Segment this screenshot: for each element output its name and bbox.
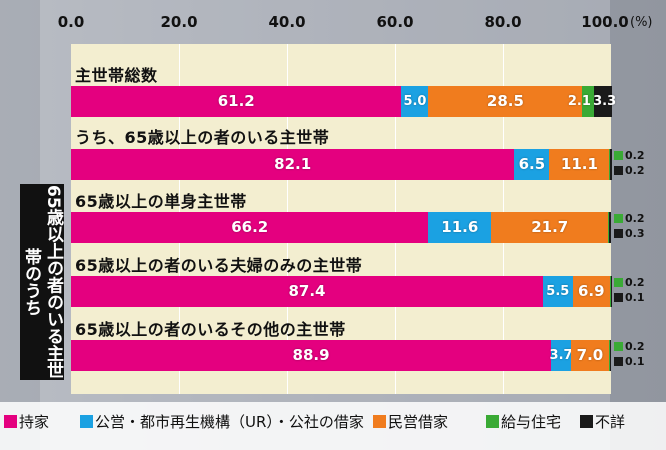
bar-segment: [428, 212, 492, 243]
bar-row: 66.2 11.6 21.7: [71, 212, 611, 243]
data-label: 66.2: [231, 218, 269, 236]
small-value-swatch: [614, 342, 623, 351]
legend-label: 不詳: [595, 413, 626, 431]
legend-swatch: [4, 415, 17, 428]
legend-swatch: [80, 415, 93, 428]
bar-segment: [71, 212, 429, 243]
category-label: うち、65歳以上の者のいる主世帯: [75, 128, 330, 147]
data-label: 28.5: [486, 92, 524, 110]
data-label: 82.1: [274, 155, 312, 173]
bar-segment: [571, 340, 609, 371]
data-label: 3.3: [593, 94, 617, 109]
small-value-label: 0.2: [625, 164, 645, 177]
data-label: 6.5: [518, 155, 546, 173]
small-value-swatch: [614, 293, 623, 302]
legend-item: 民営借家: [373, 411, 448, 432]
bar-segment: [551, 340, 572, 371]
category-label: 主世帯総数: [75, 66, 158, 85]
bar-segment: [608, 340, 610, 371]
bar-segment: [549, 149, 610, 180]
category-label: 65歳以上の単身主世帯: [75, 192, 247, 211]
bar-segment: [491, 212, 609, 243]
bar-row: 88.9 3.7 7.0: [71, 340, 611, 371]
legend-label: 給与住宅: [501, 413, 562, 431]
bar-segment: [608, 212, 610, 243]
data-label: 7.0: [576, 346, 604, 364]
data-label: 5.5: [546, 284, 570, 299]
x-tick-label: 60.0: [376, 13, 414, 31]
data-label: 3.7: [549, 348, 573, 363]
bar-segment: [609, 212, 611, 243]
small-value-label: 0.2: [625, 212, 645, 225]
legend-swatch: [373, 415, 386, 428]
x-tick-label: 100.0: [581, 13, 629, 31]
bar-segment: [514, 149, 550, 180]
bar-segment: [428, 86, 583, 117]
side-group-label: 65歳以上の者のいる主世帯のうち: [20, 184, 64, 380]
small-value-label: 0.1: [625, 355, 645, 368]
legend-swatch: [486, 415, 499, 428]
small-value-swatch: [614, 229, 623, 238]
data-label: 11.1: [560, 155, 598, 173]
legend-label: 民営借家: [388, 413, 449, 431]
legend-item: 公営・都市再生機構（UR）・公社の借家: [80, 411, 364, 432]
data-label: 2.1: [567, 94, 591, 109]
data-label: 87.4: [288, 282, 326, 300]
small-value-swatch: [614, 166, 623, 175]
legend-item: 不詳: [580, 411, 625, 432]
data-label: 61.2: [217, 92, 255, 110]
data-label: 11.6: [441, 218, 479, 236]
bar-segment: [542, 276, 573, 307]
x-tick-label: 20.0: [160, 13, 198, 31]
legend-swatch: [580, 415, 593, 428]
bar-row: 61.2 5.0 28.5 2.1 3.3: [71, 86, 616, 117]
bar-segment: [611, 276, 612, 307]
bar-segment: [610, 149, 612, 180]
bar-row: 87.4 5.5 6.9: [71, 276, 612, 307]
bar-segment: [401, 86, 429, 117]
legend-label: 公営・都市再生機構（UR）・公社の借家: [95, 413, 364, 431]
data-label: 6.9: [577, 282, 605, 300]
legend-item: 持家: [4, 411, 49, 432]
data-label: 21.7: [531, 218, 569, 236]
bar-segment: [71, 149, 515, 180]
x-axis-unit: (%): [630, 15, 653, 30]
bar-segment: [609, 149, 611, 180]
bar-segment: [593, 86, 612, 117]
bar-row: 82.1 6.5 11.1: [71, 149, 612, 180]
legend-label: 持家: [19, 413, 50, 431]
category-label: 65歳以上の者のいるその他の主世帯: [75, 320, 346, 339]
x-tick-label: 80.0: [484, 13, 522, 31]
small-value-label: 0.2: [625, 149, 645, 162]
bar-segment: [71, 86, 402, 117]
small-value-swatch: [614, 151, 623, 160]
x-tick-label: 40.0: [268, 13, 306, 31]
bar-segment: [71, 276, 543, 307]
category-label: 65歳以上の者のいる夫婦のみの主世帯: [75, 256, 363, 275]
legend-item: 給与住宅: [486, 411, 561, 432]
bar-segment: [572, 276, 610, 307]
small-value-swatch: [614, 357, 623, 366]
bar-segment: [582, 86, 594, 117]
x-tick-label: 0.0: [57, 13, 85, 31]
small-value-label: 0.2: [625, 340, 645, 353]
bar-segment: [609, 340, 611, 371]
small-value-swatch: [614, 278, 623, 287]
small-value-label: 0.3: [625, 227, 645, 240]
legend: [0, 402, 666, 450]
data-label: 5.0: [403, 94, 427, 109]
small-value-swatch: [614, 214, 623, 223]
bar-segment: [609, 276, 611, 307]
data-label: 88.9: [292, 346, 330, 364]
bar-segment: [71, 340, 552, 371]
small-value-label: 0.2: [625, 276, 645, 289]
small-value-label: 0.1: [625, 291, 645, 304]
